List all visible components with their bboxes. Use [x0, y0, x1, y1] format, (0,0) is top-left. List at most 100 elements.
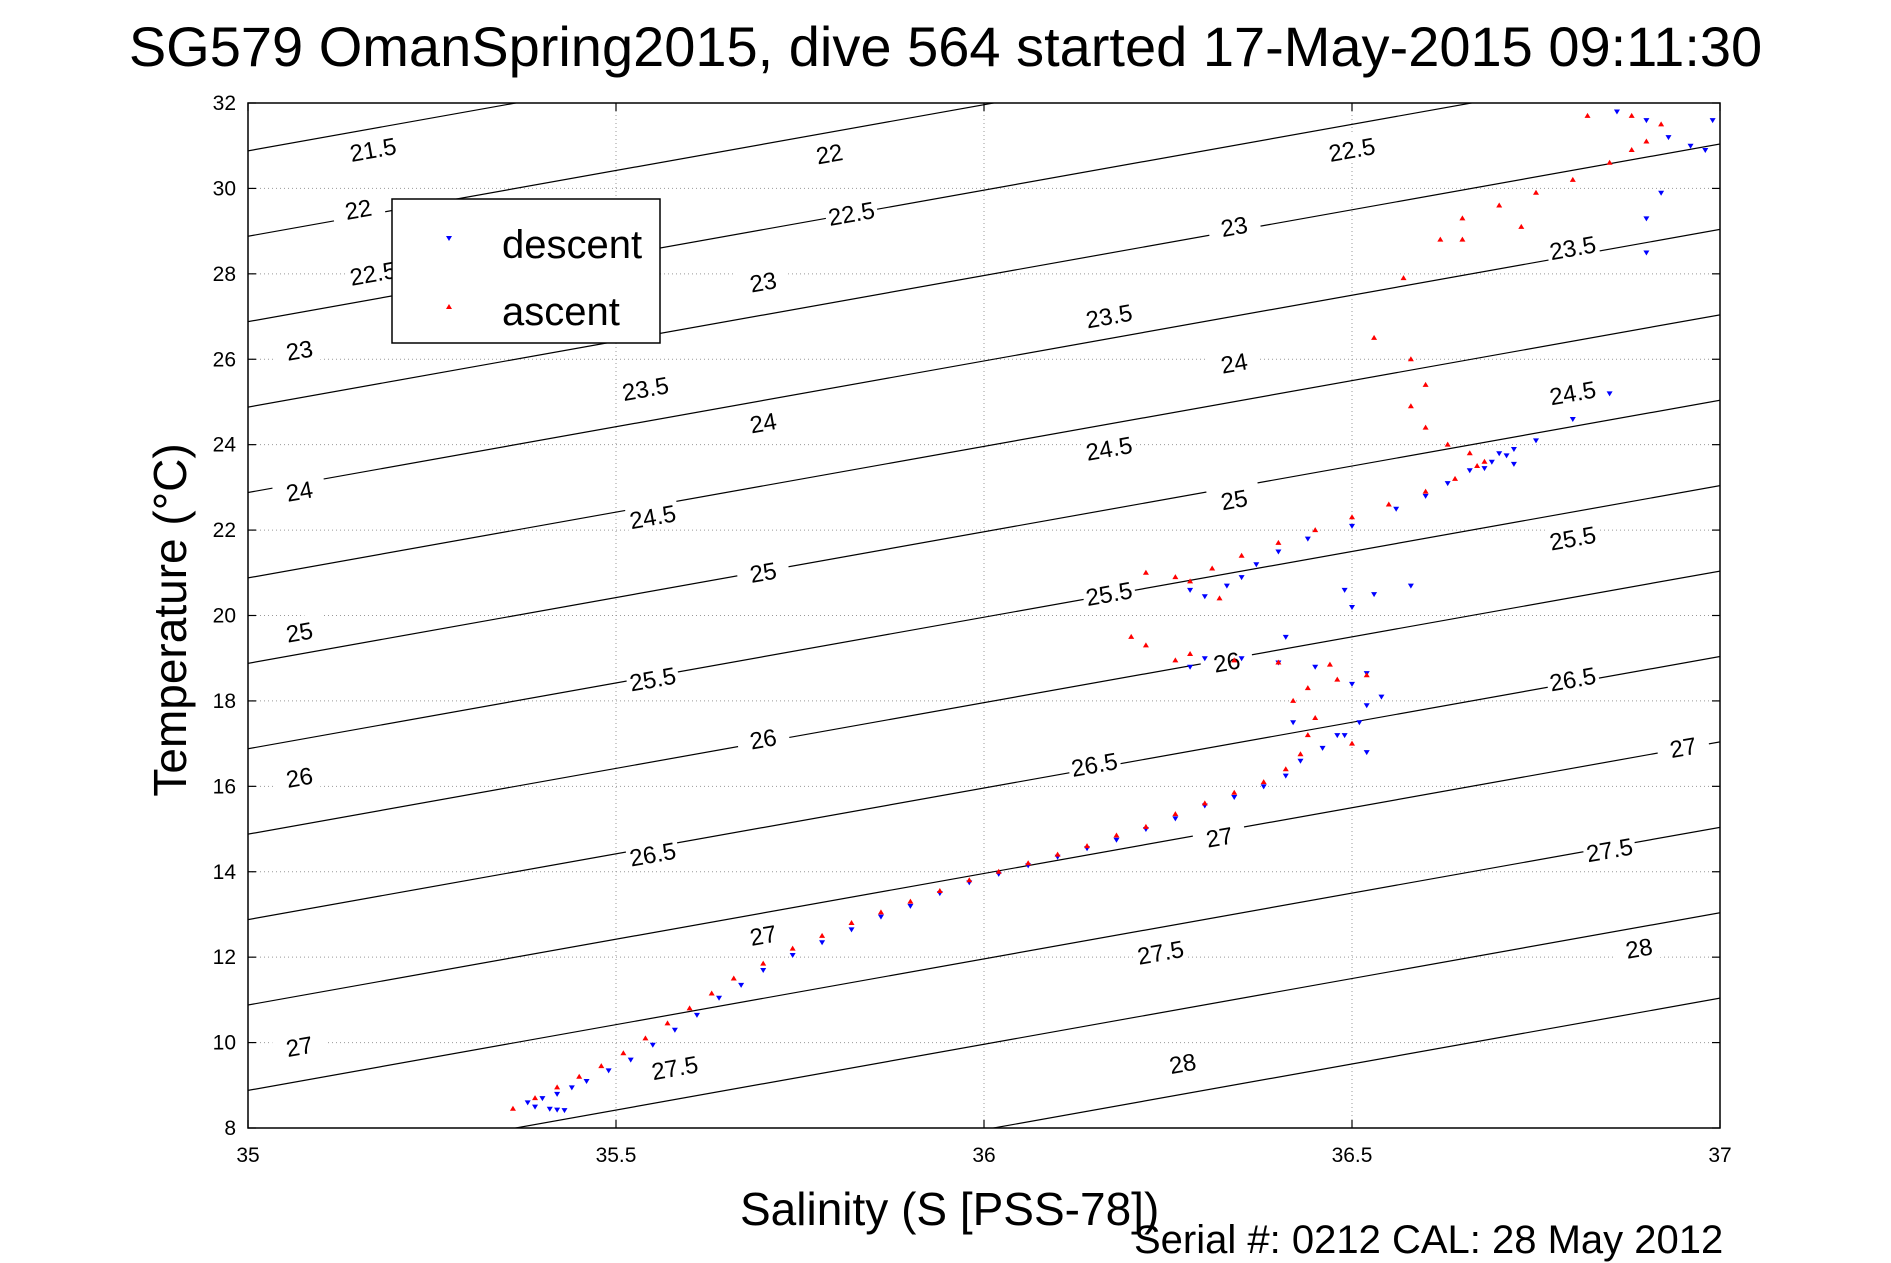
contour-label-bg — [734, 719, 791, 756]
contour-label-bg — [271, 471, 328, 509]
ascent-point — [1326, 661, 1333, 667]
contour-label-bg — [344, 253, 401, 291]
descent-point — [1709, 118, 1716, 124]
ascent-point — [1282, 766, 1289, 772]
ascent-point — [1084, 843, 1091, 849]
ascent-point — [532, 1095, 539, 1101]
contour-label-group: 26 — [734, 719, 791, 756]
descent-point — [1282, 773, 1289, 779]
descent-point — [1113, 837, 1120, 843]
contour-label-bg — [1080, 573, 1137, 611]
contour-label: 23 — [748, 267, 779, 298]
descent-point — [1334, 733, 1341, 739]
contour-label-bg — [1544, 227, 1601, 265]
descent-point — [1496, 451, 1503, 457]
ascent-point — [1312, 715, 1319, 720]
descent-point — [1687, 143, 1694, 149]
ascent-point — [598, 1063, 605, 1069]
ascent-point — [1422, 381, 1429, 387]
contour-label: 25 — [284, 617, 315, 648]
contour-label: 28 — [1624, 933, 1655, 964]
ascent-point — [1452, 475, 1459, 481]
y-tick-label: 28 — [213, 263, 236, 286]
descent-point — [1187, 664, 1194, 670]
ascent-point — [1481, 458, 1488, 464]
descent-point — [1238, 575, 1245, 581]
density-contour-line — [248, 399, 1720, 664]
contour-label: 22 — [343, 195, 374, 226]
ascent-point — [554, 1084, 561, 1090]
contour-label-group: 24 — [734, 402, 791, 440]
descent-point — [671, 1027, 678, 1033]
contour-label-bg — [617, 368, 674, 406]
descent-point — [1290, 720, 1297, 726]
legend-ascent-label: ascent — [502, 290, 620, 334]
legend-box — [391, 198, 661, 344]
contour-label-group: 24 — [271, 471, 328, 509]
descent-point — [789, 953, 796, 959]
contour-label-group: 25 — [271, 612, 328, 649]
descent-point — [1282, 634, 1289, 640]
descent-point — [649, 1042, 656, 1048]
ascent-point — [936, 887, 943, 893]
ascent-point — [1142, 823, 1149, 829]
descent-point — [693, 1012, 700, 1018]
descent-point — [1533, 438, 1539, 444]
descent-point — [738, 982, 745, 988]
descent-point — [1312, 664, 1319, 670]
ascent-point — [1304, 685, 1311, 691]
contour-label-bg — [1544, 659, 1601, 696]
contour-label-bg — [1080, 428, 1137, 466]
ascent-point — [848, 920, 855, 925]
descent-point — [1297, 758, 1304, 764]
contour-label-bg — [1205, 479, 1262, 517]
descent-point — [554, 1107, 561, 1113]
ascent-point — [730, 975, 737, 981]
descent-point — [1510, 446, 1517, 452]
contour-label: 27 — [748, 921, 779, 952]
y-tick-label: 26 — [213, 348, 236, 371]
contour-label-bg — [734, 262, 791, 299]
ascent-point — [1128, 633, 1135, 639]
ascent-point — [1209, 565, 1216, 571]
serial-cal-footnote: Serial #: 0212 CAL: 28 May 2012 — [1134, 1218, 1724, 1262]
contour-label: 23 — [284, 336, 315, 367]
ascent-point — [966, 877, 973, 883]
ascent-point — [1643, 138, 1650, 144]
descent-point — [1606, 391, 1613, 397]
ascent-point — [1142, 569, 1149, 575]
density-contour-line — [248, 314, 1720, 579]
density-contour-line — [248, 143, 1720, 408]
ascent-point — [1466, 450, 1473, 456]
contour-label-group: 28 — [1610, 928, 1667, 966]
contour-label-group: 26 — [271, 757, 328, 795]
ascent-point — [819, 932, 826, 938]
contour-label: 24 — [1219, 348, 1250, 379]
ascent-point — [686, 1005, 693, 1011]
y-tick-label: 22 — [213, 519, 236, 542]
x-tick-label: 37 — [1708, 1144, 1731, 1167]
contour-label-bg — [1191, 817, 1248, 854]
descent-point — [1349, 523, 1355, 529]
descent-point — [819, 940, 826, 946]
contour-label-group: 27.5 — [646, 1047, 703, 1086]
ascent-point — [1238, 552, 1245, 558]
density-contour-line — [248, 655, 1720, 921]
descent-point — [1275, 549, 1282, 555]
descent-point — [1253, 562, 1260, 568]
x-tick-label: 35 — [236, 1144, 259, 1167]
density-contour-line — [248, 103, 520, 152]
contour-label-bg — [271, 612, 328, 649]
descent-point — [1643, 216, 1650, 222]
contour-label-group: 25 — [734, 552, 791, 590]
y-tick-label: 16 — [213, 775, 236, 798]
descent-point — [1569, 417, 1576, 423]
ascent-point — [1459, 236, 1466, 242]
ascent-point — [1113, 832, 1120, 838]
legend-descent-label: descent — [502, 223, 642, 267]
contour-label-bg — [1581, 830, 1638, 867]
descent-point — [1319, 745, 1326, 751]
contour-label-group: 27.5 — [1581, 830, 1638, 868]
descent-point — [1172, 816, 1179, 822]
descent-point — [524, 1100, 531, 1106]
